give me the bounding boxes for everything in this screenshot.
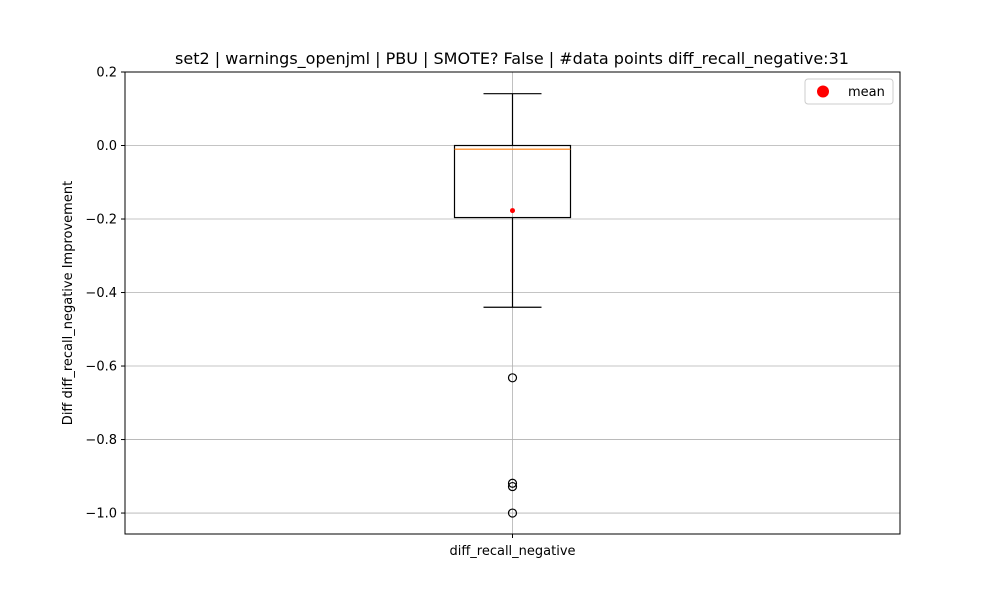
x-tick-label: diff_recall_negative: [449, 544, 575, 559]
legend-mean-label: mean: [848, 85, 885, 100]
y-tick-label: −1.0: [85, 507, 117, 522]
legend-mean-marker: [817, 85, 829, 98]
outlier-point: [507, 508, 518, 518]
outlier-point: [507, 478, 518, 488]
y-tick-label: −0.6: [85, 360, 117, 375]
chart-title: set2 | warnings_openjml | PBU | SMOTE? F…: [175, 49, 849, 69]
mean-point: [510, 208, 515, 214]
legend-box: [804, 78, 894, 105]
y-axis-label: Diff diff_recall_negative Improvement: [61, 181, 76, 425]
outlier-point: [507, 373, 518, 383]
y-tick-label: −0.2: [85, 213, 117, 228]
y-tick-label: −0.4: [85, 286, 117, 301]
outlier-point: [507, 481, 518, 492]
tick-layer: 0.2 0.0 −0.2 −0.4 −0.6 −0.8 −1.0 diff_recall_ne…: [85, 66, 575, 560]
box-layer: [453, 93, 572, 518]
iqr-box: [453, 144, 572, 219]
y-tick-label: −0.8: [85, 433, 117, 448]
y-tick-label: 0.2: [96, 66, 117, 81]
y-tick-label: 0.0: [96, 139, 117, 154]
legend: mean: [804, 78, 894, 105]
